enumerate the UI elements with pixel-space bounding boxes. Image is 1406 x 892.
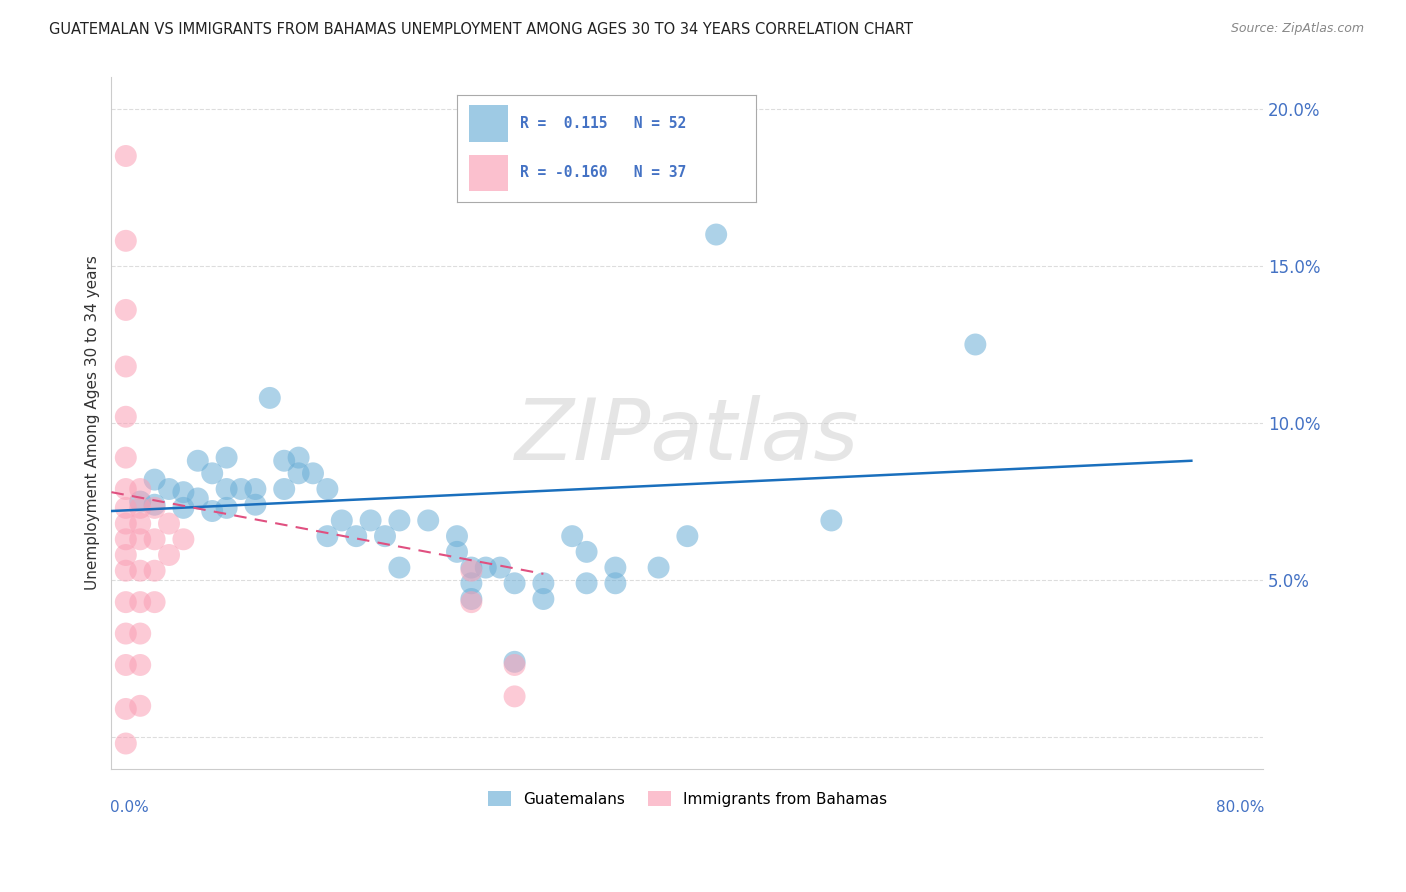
Point — [418, 513, 440, 527]
Point — [201, 504, 224, 518]
Point — [143, 500, 166, 515]
Point — [114, 359, 136, 374]
Point — [143, 595, 166, 609]
Point — [129, 482, 152, 496]
Point — [129, 500, 152, 515]
Point — [316, 529, 339, 543]
Point — [129, 595, 152, 609]
Point — [575, 545, 598, 559]
Point — [114, 737, 136, 751]
Point — [704, 227, 727, 242]
Point — [114, 564, 136, 578]
Point — [172, 500, 194, 515]
Point — [360, 513, 382, 527]
Point — [129, 657, 152, 672]
Point — [143, 533, 166, 547]
Point — [157, 482, 180, 496]
Point — [143, 498, 166, 512]
Point — [503, 657, 526, 672]
Point — [187, 454, 209, 468]
Point — [561, 529, 583, 543]
Point — [330, 513, 353, 527]
Point — [460, 560, 482, 574]
Point — [820, 513, 842, 527]
Point — [114, 234, 136, 248]
Point — [475, 560, 498, 574]
Point — [114, 450, 136, 465]
Point — [157, 548, 180, 562]
Point — [344, 529, 367, 543]
Point — [245, 482, 267, 496]
Point — [114, 500, 136, 515]
Point — [245, 498, 267, 512]
Point — [316, 482, 339, 496]
Point — [575, 576, 598, 591]
Point — [374, 529, 396, 543]
Point — [503, 690, 526, 704]
Text: ZIPatlas: ZIPatlas — [515, 395, 859, 478]
Point — [287, 467, 309, 481]
Point — [143, 564, 166, 578]
Point — [503, 576, 526, 591]
Text: 0.0%: 0.0% — [110, 800, 149, 814]
Point — [446, 529, 468, 543]
Point — [201, 467, 224, 481]
Point — [965, 337, 987, 351]
Point — [460, 595, 482, 609]
Point — [215, 450, 238, 465]
Point — [531, 576, 554, 591]
Point — [114, 482, 136, 496]
Point — [114, 657, 136, 672]
Point — [446, 545, 468, 559]
Point — [273, 482, 295, 496]
Legend: Guatemalans, Immigrants from Bahamas: Guatemalans, Immigrants from Bahamas — [482, 785, 893, 813]
Point — [489, 560, 512, 574]
Point — [187, 491, 209, 506]
Point — [388, 560, 411, 574]
Point — [129, 533, 152, 547]
Point — [460, 564, 482, 578]
Point — [114, 548, 136, 562]
Point — [676, 529, 699, 543]
Point — [114, 595, 136, 609]
Point — [114, 533, 136, 547]
Point — [114, 626, 136, 640]
Point — [273, 454, 295, 468]
Point — [114, 302, 136, 317]
Text: 80.0%: 80.0% — [1216, 800, 1264, 814]
Text: GUATEMALAN VS IMMIGRANTS FROM BAHAMAS UNEMPLOYMENT AMONG AGES 30 TO 34 YEARS COR: GUATEMALAN VS IMMIGRANTS FROM BAHAMAS UN… — [49, 22, 914, 37]
Point — [157, 516, 180, 531]
Point — [143, 473, 166, 487]
Point — [460, 576, 482, 591]
Point — [229, 482, 252, 496]
Point — [259, 391, 281, 405]
Point — [114, 149, 136, 163]
Point — [388, 513, 411, 527]
Point — [129, 626, 152, 640]
Text: Source: ZipAtlas.com: Source: ZipAtlas.com — [1230, 22, 1364, 36]
Point — [114, 702, 136, 716]
Point — [287, 450, 309, 465]
Point — [215, 482, 238, 496]
Point — [172, 485, 194, 500]
Point — [129, 516, 152, 531]
Point — [215, 500, 238, 515]
Point — [114, 516, 136, 531]
Y-axis label: Unemployment Among Ages 30 to 34 years: Unemployment Among Ages 30 to 34 years — [86, 256, 100, 591]
Point — [605, 560, 627, 574]
Point — [460, 592, 482, 607]
Point — [647, 560, 669, 574]
Point — [605, 576, 627, 591]
Point — [172, 533, 194, 547]
Point — [129, 698, 152, 713]
Point — [531, 592, 554, 607]
Point — [114, 409, 136, 424]
Point — [129, 564, 152, 578]
Point — [129, 494, 152, 508]
Point — [503, 655, 526, 669]
Point — [302, 467, 325, 481]
